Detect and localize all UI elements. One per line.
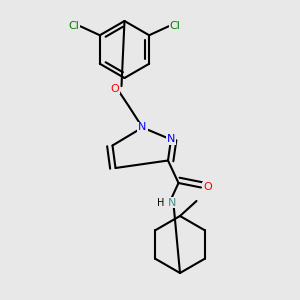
Text: Cl: Cl [68, 21, 79, 31]
Text: N: N [138, 122, 147, 133]
Text: O: O [110, 83, 119, 94]
Text: O: O [203, 182, 212, 193]
Text: N: N [168, 197, 177, 208]
Text: H: H [158, 197, 165, 208]
Text: Cl: Cl [170, 21, 181, 31]
Text: N: N [167, 134, 175, 145]
